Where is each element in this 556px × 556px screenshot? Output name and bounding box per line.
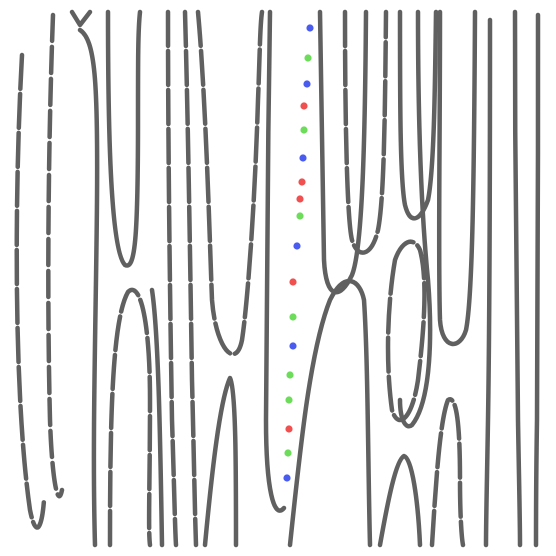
green-dot xyxy=(289,313,297,321)
maze-line xyxy=(14,52,47,530)
maze-line xyxy=(107,287,153,548)
dot-layer xyxy=(283,24,314,482)
maze-line xyxy=(287,278,373,548)
maze-line xyxy=(397,9,439,221)
blue-dot xyxy=(293,242,301,250)
red-dot xyxy=(285,425,293,433)
green-dot xyxy=(304,54,312,62)
maze-line xyxy=(342,9,389,255)
blue-dot xyxy=(306,24,314,32)
green-dot xyxy=(296,212,304,220)
blue-dot xyxy=(289,342,297,350)
green-dot xyxy=(286,371,294,379)
maze-line xyxy=(149,287,165,548)
blue-dot xyxy=(283,474,291,482)
maze-line xyxy=(533,12,541,548)
red-dot xyxy=(296,195,304,203)
red-dot xyxy=(289,278,297,286)
green-dot xyxy=(285,396,293,404)
maze-line xyxy=(202,375,239,548)
maze-line xyxy=(385,239,427,423)
maze-line xyxy=(195,9,265,357)
maze-line xyxy=(512,9,523,548)
maze-line xyxy=(377,453,423,548)
red-dot xyxy=(298,178,306,186)
blue-dot xyxy=(299,154,307,162)
maze-line xyxy=(77,27,100,548)
maze-line xyxy=(69,9,93,28)
maze-line xyxy=(182,9,199,548)
blue-dot xyxy=(303,80,311,88)
maze-line xyxy=(46,12,65,499)
maze-line xyxy=(165,9,179,548)
green-dot xyxy=(300,126,308,134)
green-dot xyxy=(284,449,292,457)
maze-line xyxy=(436,9,478,347)
line-layer xyxy=(14,9,541,548)
maze-line xyxy=(429,397,466,548)
red-dot xyxy=(300,102,308,110)
maze-line xyxy=(483,17,493,548)
maze-line xyxy=(263,9,287,513)
maze-line xyxy=(105,9,143,268)
maze-line xyxy=(397,9,433,429)
